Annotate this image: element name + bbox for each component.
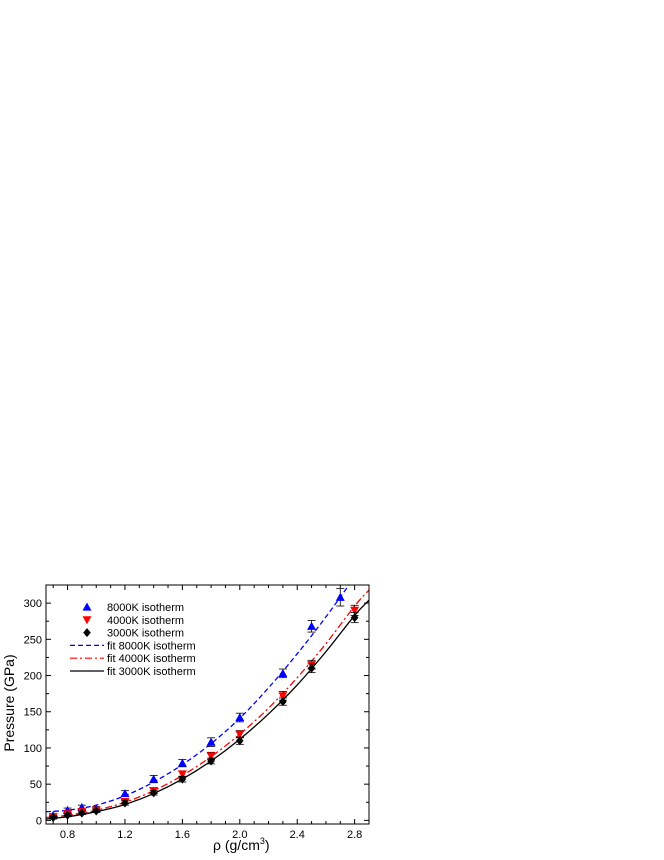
- data-point-0: [177, 758, 187, 767]
- x-tick-label: 0.8: [60, 829, 75, 841]
- legend-fit-label-0: fit 8000K isotherm: [107, 640, 196, 652]
- data-point-2: [207, 756, 215, 766]
- x-axis-title: ρ (g/cm3): [213, 836, 270, 853]
- data-point-2: [92, 806, 101, 816]
- data-point-0: [235, 713, 245, 722]
- data-point-1: [350, 606, 360, 615]
- data-markers: [48, 588, 360, 822]
- y-tick-label: 300: [24, 598, 42, 610]
- x-tick-label: 2.4: [290, 829, 305, 841]
- data-point-2: [121, 798, 129, 808]
- data-point-0: [335, 592, 345, 601]
- legend-marker-0: [82, 602, 92, 611]
- y-tick-label: 250: [24, 634, 42, 646]
- data-point-1: [278, 692, 288, 701]
- x-tick-label: 2.8: [347, 829, 362, 841]
- data-point-2: [350, 613, 359, 623]
- data-point-1: [206, 752, 216, 761]
- y-tick-label: 50: [30, 779, 42, 791]
- data-point-2: [49, 812, 58, 822]
- data-point-0: [307, 621, 317, 630]
- y-tick-label: 0: [36, 815, 42, 827]
- data-point-2: [178, 774, 187, 784]
- y-tick-label: 200: [24, 671, 42, 683]
- data-point-2: [149, 788, 158, 798]
- data-point-2: [63, 810, 72, 820]
- data-point-2: [78, 808, 86, 818]
- fit-line-0: [46, 585, 350, 813]
- legend-marker-1: [82, 616, 92, 625]
- data-point-1: [177, 770, 187, 779]
- legend-marker-2: [83, 628, 91, 638]
- data-point-0: [149, 774, 159, 783]
- legend-label-0: 8000K isotherm: [107, 602, 184, 614]
- axis-ticks: 0.8 1.2 1.6 2.0 2.4 2.8 0 50 100 150 200 250 300: [24, 584, 369, 841]
- data-point-0: [120, 789, 130, 798]
- legend-label-1: 4000K isotherm: [107, 615, 184, 627]
- fit-line-2: [46, 599, 369, 820]
- x-tick-label: 1.6: [175, 829, 190, 841]
- data-point-2: [279, 697, 287, 707]
- y-tick-label: 150: [24, 707, 42, 719]
- data-point-2: [307, 663, 316, 673]
- x-tick-label: 1.2: [117, 829, 132, 841]
- legend-fit-label-2: fit 3000K isotherm: [107, 666, 196, 678]
- legend-label-2: 3000K isotherm: [107, 628, 184, 640]
- plot-frame: [45, 584, 370, 825]
- y-tick-label: 100: [24, 743, 42, 755]
- data-point-0: [278, 668, 288, 677]
- data-point-0: [206, 737, 216, 746]
- data-point-1: [235, 730, 245, 739]
- fit-curves: [46, 585, 369, 820]
- legend-fit-label-1: fit 4000K isotherm: [107, 653, 196, 665]
- data-point-2: [235, 736, 244, 746]
- y-axis-title: Pressure (GPa): [1, 654, 17, 751]
- x-tick-label: 2.0: [232, 829, 247, 841]
